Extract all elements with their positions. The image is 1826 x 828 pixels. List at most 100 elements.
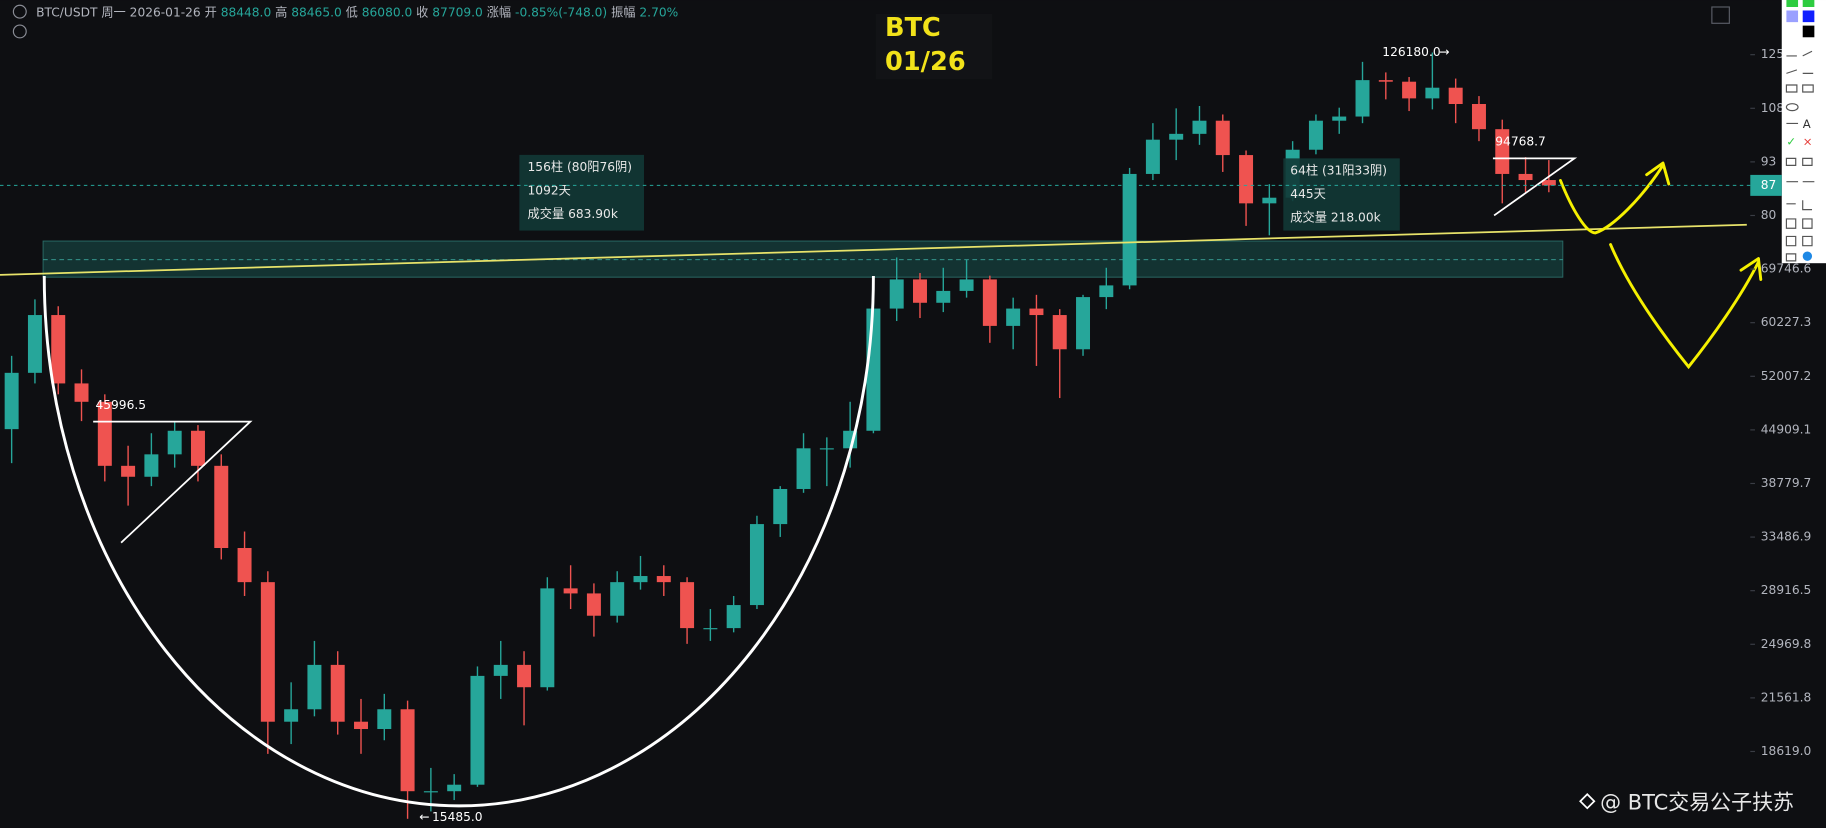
zone-box [42, 240, 1564, 278]
candle-body [121, 465, 136, 477]
candle-body [1308, 120, 1323, 150]
candles [4, 52, 1556, 819]
candle-body [1052, 315, 1067, 350]
candle-body [633, 576, 648, 583]
candle-body [982, 279, 997, 326]
candle-body [1402, 81, 1417, 99]
watermark-logo [1579, 792, 1596, 810]
candle-body [866, 308, 881, 431]
arrow-up-short [1559, 161, 1671, 235]
candle-body [796, 448, 811, 489]
candle-body [1425, 87, 1440, 99]
candle-body [1122, 173, 1137, 286]
candle-body [1006, 308, 1021, 326]
candle-body [1448, 87, 1463, 104]
candle-body [819, 448, 834, 450]
candle-body [563, 588, 578, 594]
candle-body [1076, 297, 1091, 350]
candle-body [1192, 120, 1207, 134]
price-axis: 125 108 93 80 69746.6 60227.3 52007.2 44909.1 38… [1750, 47, 1811, 758]
y-tick-label: 44909.1 [1761, 422, 1812, 436]
candle-body [703, 628, 718, 630]
candle-body [1169, 133, 1184, 140]
candle-body [470, 675, 485, 785]
y-tick-label: 33486.9 [1761, 530, 1812, 544]
candle-body [1518, 173, 1533, 181]
candle-body [447, 784, 462, 792]
cup-arc [42, 276, 875, 808]
candle-body [423, 791, 438, 793]
info-box [519, 154, 644, 231]
close-label: 收 [416, 5, 428, 19]
candle-body [936, 290, 951, 303]
color-swatch[interactable] [1802, 25, 1815, 38]
tool-glyphs [1785, 50, 1815, 262]
candle-body [284, 709, 299, 722]
confirm-tool[interactable]: ✓ [1786, 135, 1796, 149]
text-tool[interactable]: A [1803, 117, 1811, 131]
triangle-left [93, 420, 253, 544]
candle-body [400, 709, 415, 792]
close: 87709.0 [432, 5, 483, 19]
low-marker: 15485.0 [432, 810, 483, 824]
candle-body [680, 582, 695, 629]
triangle-label: 45996.5 [95, 398, 146, 412]
marker-arrow: → [1439, 45, 1449, 59]
toolbar: A ✓ × [1781, 0, 1826, 264]
candle-body [214, 465, 229, 549]
candle-body [1495, 129, 1510, 174]
candle-body [97, 401, 112, 466]
title-box [875, 13, 993, 80]
marker-arrow: ← [419, 810, 429, 824]
toolbar-panel [1781, 0, 1826, 264]
info-box [1283, 158, 1400, 231]
info-tool[interactable] [1802, 251, 1813, 261]
y-tick-label: 52007.2 [1761, 369, 1812, 383]
symbol: BTC/USDT [36, 5, 98, 19]
candle-body [540, 588, 555, 688]
color-swatch[interactable] [1802, 10, 1815, 23]
color-swatch[interactable] [1786, 0, 1799, 7]
cancel-tool[interactable]: × [1803, 135, 1813, 149]
drawings-under [42, 240, 1564, 278]
y-tick-label: 38779.7 [1761, 476, 1812, 490]
candle-body [1215, 120, 1230, 156]
y-tick-label: 125 [1761, 47, 1784, 61]
collapse-icon[interactable] [12, 4, 27, 19]
y-tick-label: 93 [1761, 154, 1777, 168]
low: 86080.0 [362, 5, 413, 19]
candle-body [237, 548, 252, 583]
candle-body [959, 279, 974, 291]
price-tag-group: 87 [0, 174, 1782, 196]
tool-icons [1785, 50, 1815, 262]
y-tick-label: 69746.6 [1761, 262, 1812, 276]
info-bars: 64柱 (31阳33阴) [1290, 163, 1387, 178]
candle-body [377, 709, 392, 730]
candle-body [330, 664, 345, 722]
info-volume: 成交量 218.00k [1290, 209, 1381, 224]
candle-body [4, 372, 19, 430]
candle-body [749, 524, 764, 606]
y-tick-label: 80 [1761, 208, 1777, 222]
amplitude: 2.70% [639, 5, 678, 19]
open: 88448.0 [221, 5, 272, 19]
candle-body [167, 430, 182, 455]
candle-body [74, 383, 89, 402]
candle-body [1145, 139, 1160, 174]
y-tick-label: 18619.0 [1761, 744, 1812, 758]
change: -0.85%(-748.0) [515, 5, 607, 19]
fullscreen-icon[interactable] [1711, 6, 1730, 24]
color-swatch[interactable] [1786, 10, 1799, 23]
candle-body [51, 315, 66, 384]
price-tag: 87 [1761, 178, 1777, 192]
candle-body [1378, 80, 1393, 82]
settings-icon[interactable] [12, 24, 27, 39]
candle-body [260, 582, 275, 722]
candle-body [493, 664, 508, 676]
weekday: 周一 [101, 5, 125, 19]
color-swatch[interactable] [1802, 0, 1815, 7]
y-tick-label: 24969.8 [1761, 637, 1812, 651]
candle-body [190, 430, 205, 466]
candle-body [1099, 285, 1114, 298]
